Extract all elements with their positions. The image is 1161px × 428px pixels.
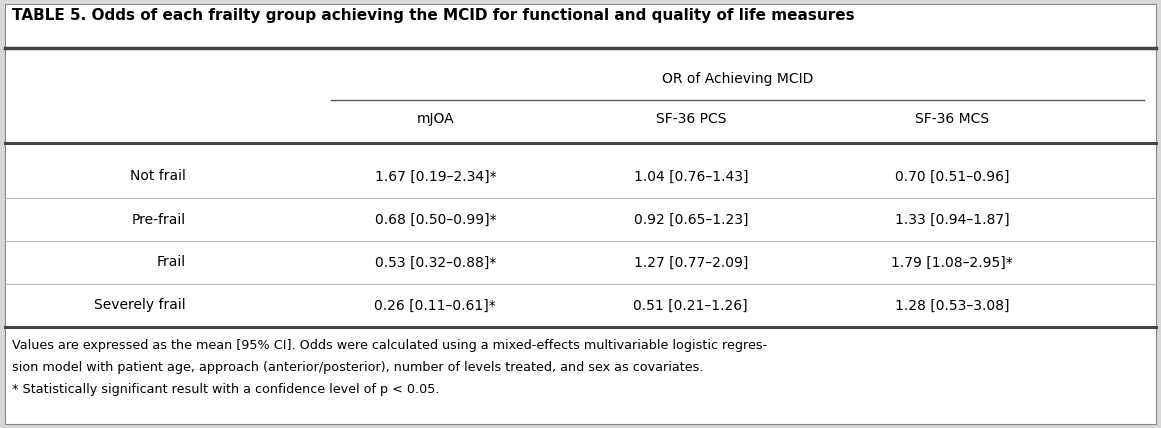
Text: 0.92 [0.65–1.23]: 0.92 [0.65–1.23]	[634, 212, 748, 226]
Text: SF-36 PCS: SF-36 PCS	[656, 112, 726, 126]
Text: 0.26 [0.11–0.61]*: 0.26 [0.11–0.61]*	[375, 298, 496, 312]
Text: TABLE 5. Odds of each frailty group achieving the MCID for functional and qualit: TABLE 5. Odds of each frailty group achi…	[12, 8, 854, 23]
Text: OR of Achieving MCID: OR of Achieving MCID	[662, 72, 813, 86]
Text: 1.04 [0.76–1.43]: 1.04 [0.76–1.43]	[634, 169, 748, 184]
Text: 1.27 [0.77–2.09]: 1.27 [0.77–2.09]	[634, 256, 748, 270]
Text: * Statistically significant result with a confidence level of p < 0.05.: * Statistically significant result with …	[12, 383, 440, 396]
Text: 0.70 [0.51–0.96]: 0.70 [0.51–0.96]	[895, 169, 1009, 184]
Text: 0.68 [0.50–0.99]*: 0.68 [0.50–0.99]*	[375, 212, 496, 226]
Text: 1.28 [0.53–3.08]: 1.28 [0.53–3.08]	[895, 298, 1009, 312]
Text: 0.53 [0.32–0.88]*: 0.53 [0.32–0.88]*	[375, 256, 496, 270]
Text: 1.79 [1.08–2.95]*: 1.79 [1.08–2.95]*	[892, 256, 1012, 270]
Text: Not frail: Not frail	[130, 169, 186, 184]
Text: Frail: Frail	[157, 256, 186, 270]
Text: Severely frail: Severely frail	[94, 298, 186, 312]
Text: 0.51 [0.21–1.26]: 0.51 [0.21–1.26]	[634, 298, 748, 312]
Text: SF-36 MCS: SF-36 MCS	[915, 112, 989, 126]
Text: Values are expressed as the mean [95% CI]. Odds were calculated using a mixed-ef: Values are expressed as the mean [95% CI…	[12, 339, 767, 352]
Text: sion model with patient age, approach (anterior/posterior), number of levels tre: sion model with patient age, approach (a…	[12, 361, 704, 374]
Text: 1.33 [0.94–1.87]: 1.33 [0.94–1.87]	[895, 212, 1009, 226]
Text: mJOA: mJOA	[417, 112, 454, 126]
Text: 1.67 [0.19–2.34]*: 1.67 [0.19–2.34]*	[375, 169, 496, 184]
Text: Pre-frail: Pre-frail	[131, 212, 186, 226]
